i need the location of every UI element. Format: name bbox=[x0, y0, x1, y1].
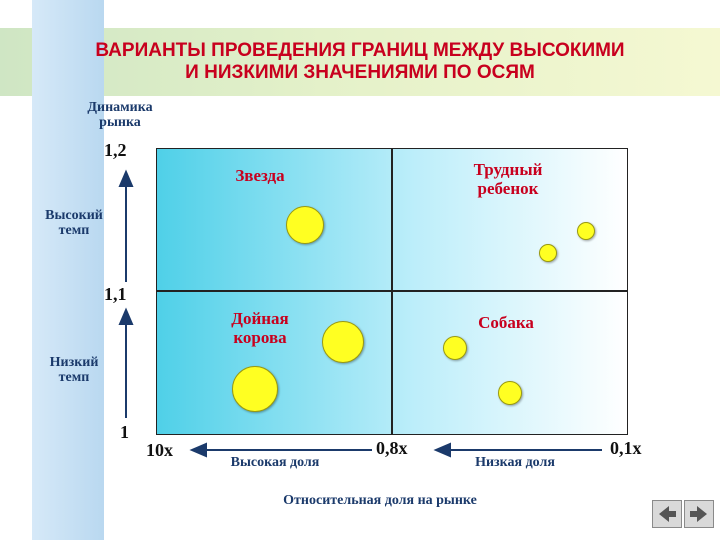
slide-title: ВАРИАНТЫ ПРОВЕДЕНИЯ ГРАНИЦ МЕЖДУ ВЫСОКИМ… bbox=[0, 40, 720, 84]
title-line-1: ВАРИАНТЫ ПРОВЕДЕНИЯ ГРАНИЦ МЕЖДУ ВЫСОКИМ… bbox=[95, 40, 625, 61]
x-arrow-left bbox=[189, 442, 372, 458]
y-high-label: Высокий темп bbox=[34, 208, 114, 238]
back-button[interactable] bbox=[652, 500, 682, 528]
bubble-cash-cow-1 bbox=[322, 321, 364, 363]
bubble-star bbox=[286, 206, 324, 244]
y-high-label-line-2: темп bbox=[58, 223, 90, 238]
top-bar bbox=[0, 0, 720, 28]
x-high-label: Высокая доля bbox=[230, 455, 320, 470]
problem-child-line-2: ребенок bbox=[477, 179, 539, 198]
back-arrow-icon bbox=[659, 506, 676, 522]
y-axis-title-line-1: Динамика bbox=[87, 100, 153, 115]
bubble-cash-cow-2 bbox=[232, 366, 278, 412]
cash-cow-line-1: Дойная bbox=[231, 309, 289, 328]
y-arrow-lower bbox=[118, 307, 134, 418]
bubble-problem-child-1 bbox=[577, 222, 595, 240]
problem-child-line-1: Трудный bbox=[473, 160, 543, 179]
quadrant-dog-label: Собака bbox=[478, 313, 534, 332]
y-low-label-line-2: темп bbox=[58, 370, 90, 385]
x-low-label: Низкая доля bbox=[475, 455, 555, 470]
x-arrow-right bbox=[433, 442, 602, 458]
quadrant-cash-cow-label: Дойная корова bbox=[205, 309, 315, 347]
x-tick-right: 0,1x bbox=[610, 438, 642, 458]
y-tick-bottom: 1 bbox=[120, 422, 129, 442]
bubble-problem-child-2 bbox=[539, 244, 557, 262]
y-axis-title: Динамика рынка bbox=[70, 100, 170, 130]
y-axis-title-line-2: рынка bbox=[99, 115, 141, 130]
forward-button[interactable] bbox=[684, 500, 714, 528]
quadrant-star-label: Звезда bbox=[235, 166, 285, 185]
y-low-label: Низкий темп bbox=[34, 355, 114, 385]
x-tick-mid: 0,8x bbox=[376, 438, 408, 458]
y-high-label-line-1: Высокий bbox=[45, 208, 103, 223]
forward-arrow-icon bbox=[690, 506, 707, 522]
bubble-dog-1 bbox=[443, 336, 467, 360]
x-axis-title: Относительная доля на рынке bbox=[283, 493, 477, 508]
y-tick-top: 1,2 bbox=[104, 140, 127, 160]
y-arrow-upper bbox=[118, 169, 134, 282]
title-line-2: И НИЗКИМИ ЗНАЧЕНИЯМИ ПО ОСЯМ bbox=[185, 62, 535, 83]
cash-cow-line-2: корова bbox=[233, 328, 287, 347]
quadrant-problem-child-label: Трудный ребенок bbox=[448, 160, 568, 198]
x-tick-left: 10x bbox=[146, 440, 173, 460]
y-low-label-line-1: Низкий bbox=[49, 355, 99, 370]
y-tick-mid: 1,1 bbox=[104, 284, 127, 304]
bubble-dog-2 bbox=[498, 381, 522, 405]
title-band bbox=[0, 28, 720, 96]
matrix-horizontal-divider bbox=[156, 290, 628, 292]
left-stripe bbox=[32, 0, 104, 540]
